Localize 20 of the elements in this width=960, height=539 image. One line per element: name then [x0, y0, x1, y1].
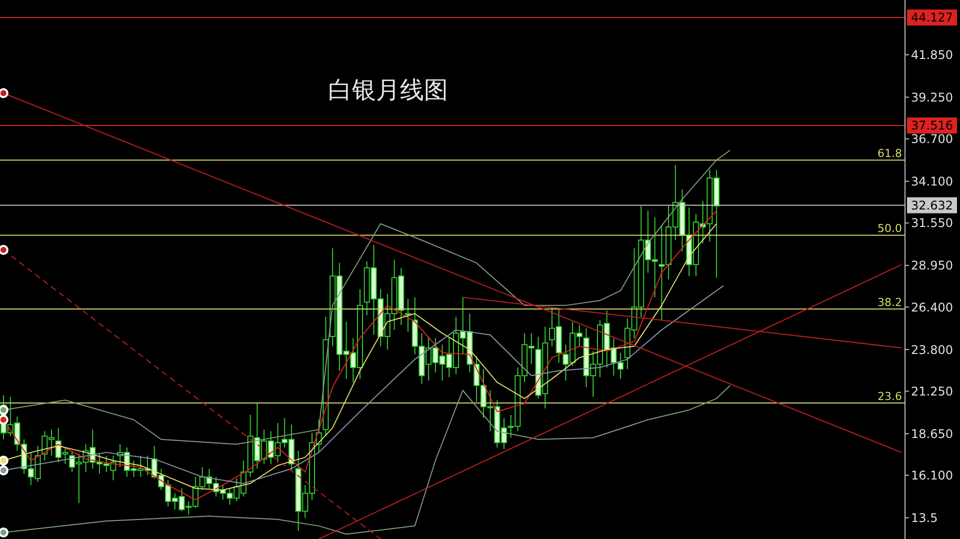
annotation: 61.8 [878, 147, 902, 160]
y-tick-label: 13.5 [911, 511, 938, 526]
annotation: 23.6 [878, 390, 902, 403]
y-tick-label: 23.800 [911, 342, 953, 357]
y-tick-label: 39.250 [911, 90, 953, 104]
y-tick-label: 28.950 [911, 258, 953, 273]
y-tick-label: 21.250 [911, 384, 953, 398]
ref-line-label: 32.632 [911, 198, 953, 212]
y-tick-label: 41.850 [911, 48, 953, 62]
y-tick-label: 26.400 [911, 300, 953, 314]
y-tick-label: 31.550 [911, 216, 953, 230]
annotation: 50.0 [878, 222, 902, 236]
y-tick-label: 18.650 [911, 426, 953, 441]
text: 白银月线图 [328, 75, 448, 106]
y-tick-label: 16.100 [911, 468, 953, 483]
y-tick-label: 34.100 [911, 174, 953, 189]
annotation: 38.2 [878, 296, 902, 310]
ref-line-label: 37.516 [911, 118, 953, 133]
y-tick-label: 36.700 [911, 132, 953, 146]
ref-line-label: 44.127 [911, 10, 953, 25]
